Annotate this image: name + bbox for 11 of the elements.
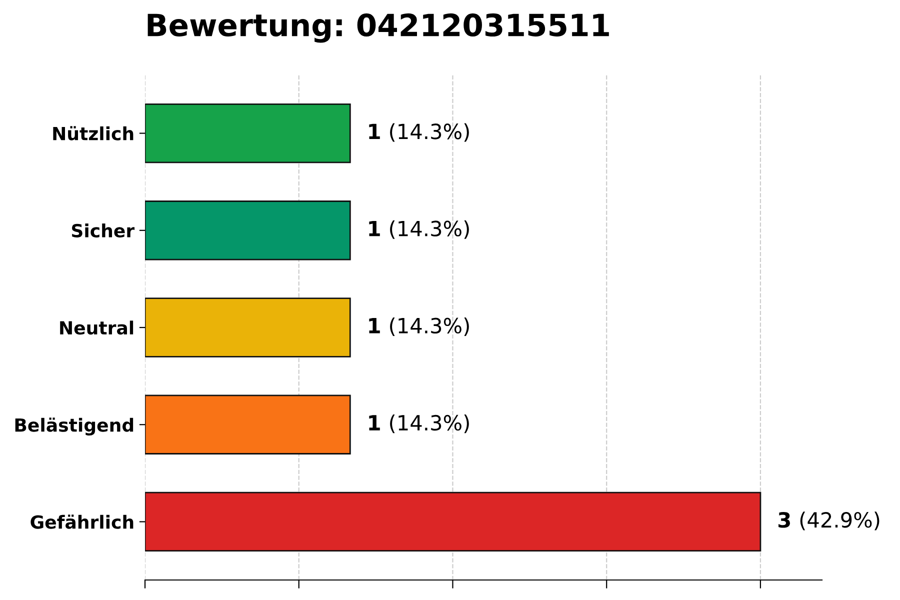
y-tick-label: Neutral <box>60 320 134 335</box>
chart-title: Bewertung: 042120315511 <box>148 13 609 43</box>
y-tick-label: Nützlich <box>53 126 134 140</box>
data-label: 1 (14.3%) <box>369 414 469 434</box>
data-label: 1 (14.3%) <box>369 123 469 142</box>
data-label: 3 (42.9%) <box>778 512 880 530</box>
y-tick-label: Gefährlich <box>30 514 134 529</box>
data-label: 1 (14.3%) <box>369 317 469 336</box>
y-tick-label: Sicher <box>72 224 135 238</box>
y-tick-label: Belästigend <box>15 418 134 436</box>
data-label: 1 (14.3%) <box>369 220 469 239</box>
